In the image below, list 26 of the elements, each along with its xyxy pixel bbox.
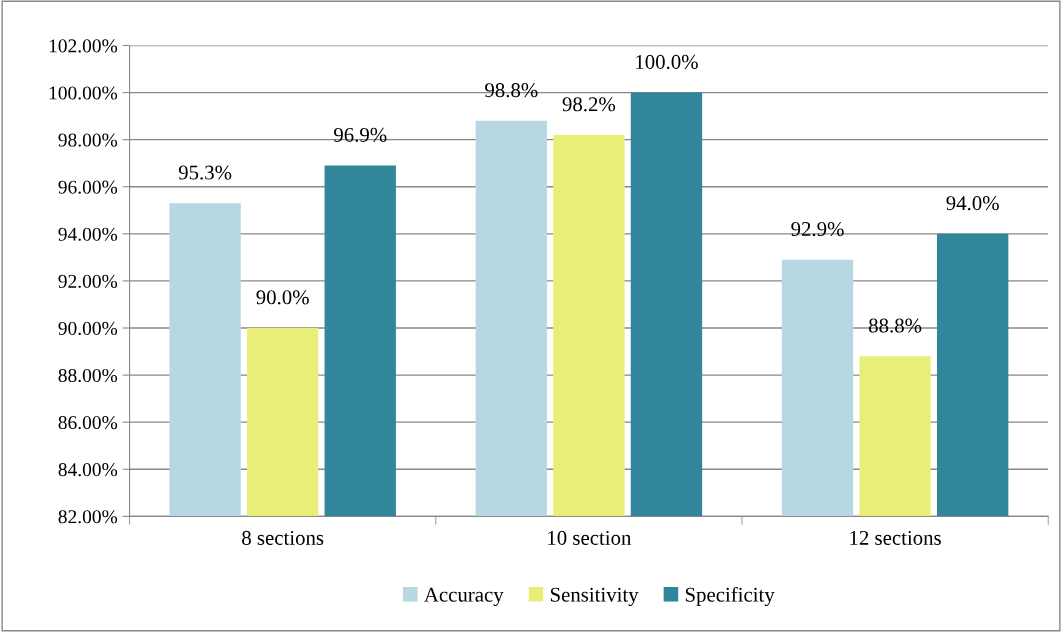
x-tick-label: 10 section [548,530,632,545]
data-label: 100.0% [636,54,698,69]
y-tick-label: 94.00% [58,227,118,241]
data-label: 88.8% [868,318,922,333]
y-tick-label: 82.00% [58,510,118,524]
data-label: 96.9% [334,127,387,142]
legend-label: Sensitivity [550,587,639,607]
y-tick-label: 96.00% [58,180,118,194]
data-label: 95.3% [178,165,232,180]
y-tick-label: 86.00% [58,415,118,430]
y-tick-label: 98.00% [58,133,118,147]
y-tick-label: 88.00% [58,368,118,383]
x-tick-label: 8 sections [242,530,324,545]
y-tick-label: 84.00% [58,463,118,477]
data-label: 98.2% [562,97,616,112]
data-label: 92.9% [791,222,844,237]
y-tick-label: 100.00% [49,86,118,100]
legend-label: Specificity [685,586,775,607]
y-tick-label: 90.00% [58,321,118,336]
data-label: 94.0% [946,196,999,211]
data-label: 90.0% [256,290,309,305]
y-tick-label: 102.00% [49,39,118,53]
y-tick-label: 92.00% [58,274,118,288]
data-label: 98.8% [485,83,538,98]
x-tick-label: 12 sections [850,530,941,545]
legend-label: Accuracy [424,587,504,607]
